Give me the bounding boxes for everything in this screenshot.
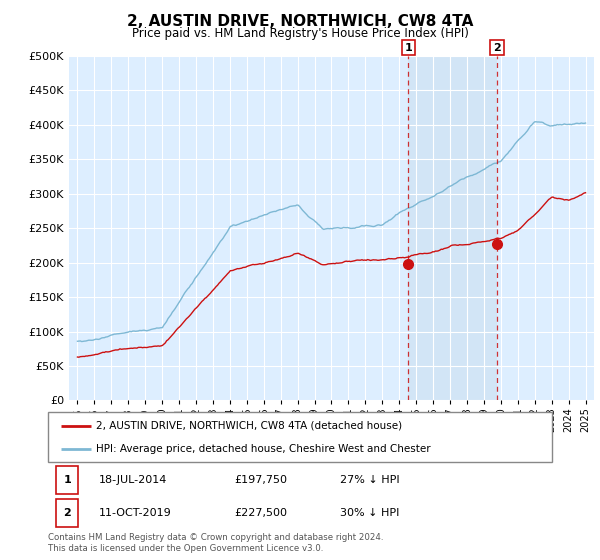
Text: 1: 1	[404, 43, 412, 53]
Text: Price paid vs. HM Land Registry's House Price Index (HPI): Price paid vs. HM Land Registry's House …	[131, 27, 469, 40]
Text: 2: 2	[493, 43, 501, 53]
Text: 1: 1	[63, 475, 71, 486]
Text: 2, AUSTIN DRIVE, NORTHWICH, CW8 4TA: 2, AUSTIN DRIVE, NORTHWICH, CW8 4TA	[127, 14, 473, 29]
Text: 18-JUL-2014: 18-JUL-2014	[98, 475, 167, 486]
Text: £227,500: £227,500	[235, 508, 287, 518]
Text: HPI: Average price, detached house, Cheshire West and Chester: HPI: Average price, detached house, Ches…	[96, 445, 431, 454]
Text: 30% ↓ HPI: 30% ↓ HPI	[340, 508, 400, 518]
Text: 2, AUSTIN DRIVE, NORTHWICH, CW8 4TA (detached house): 2, AUSTIN DRIVE, NORTHWICH, CW8 4TA (det…	[96, 421, 402, 431]
Text: 27% ↓ HPI: 27% ↓ HPI	[340, 475, 400, 486]
Text: Contains HM Land Registry data © Crown copyright and database right 2024.
This d: Contains HM Land Registry data © Crown c…	[48, 533, 383, 553]
Text: £197,750: £197,750	[235, 475, 287, 486]
FancyBboxPatch shape	[56, 499, 78, 528]
Text: 2: 2	[63, 508, 71, 518]
FancyBboxPatch shape	[48, 412, 552, 462]
FancyBboxPatch shape	[56, 466, 78, 494]
Bar	[409, 56, 497, 400]
Text: 11-OCT-2019: 11-OCT-2019	[98, 508, 171, 518]
